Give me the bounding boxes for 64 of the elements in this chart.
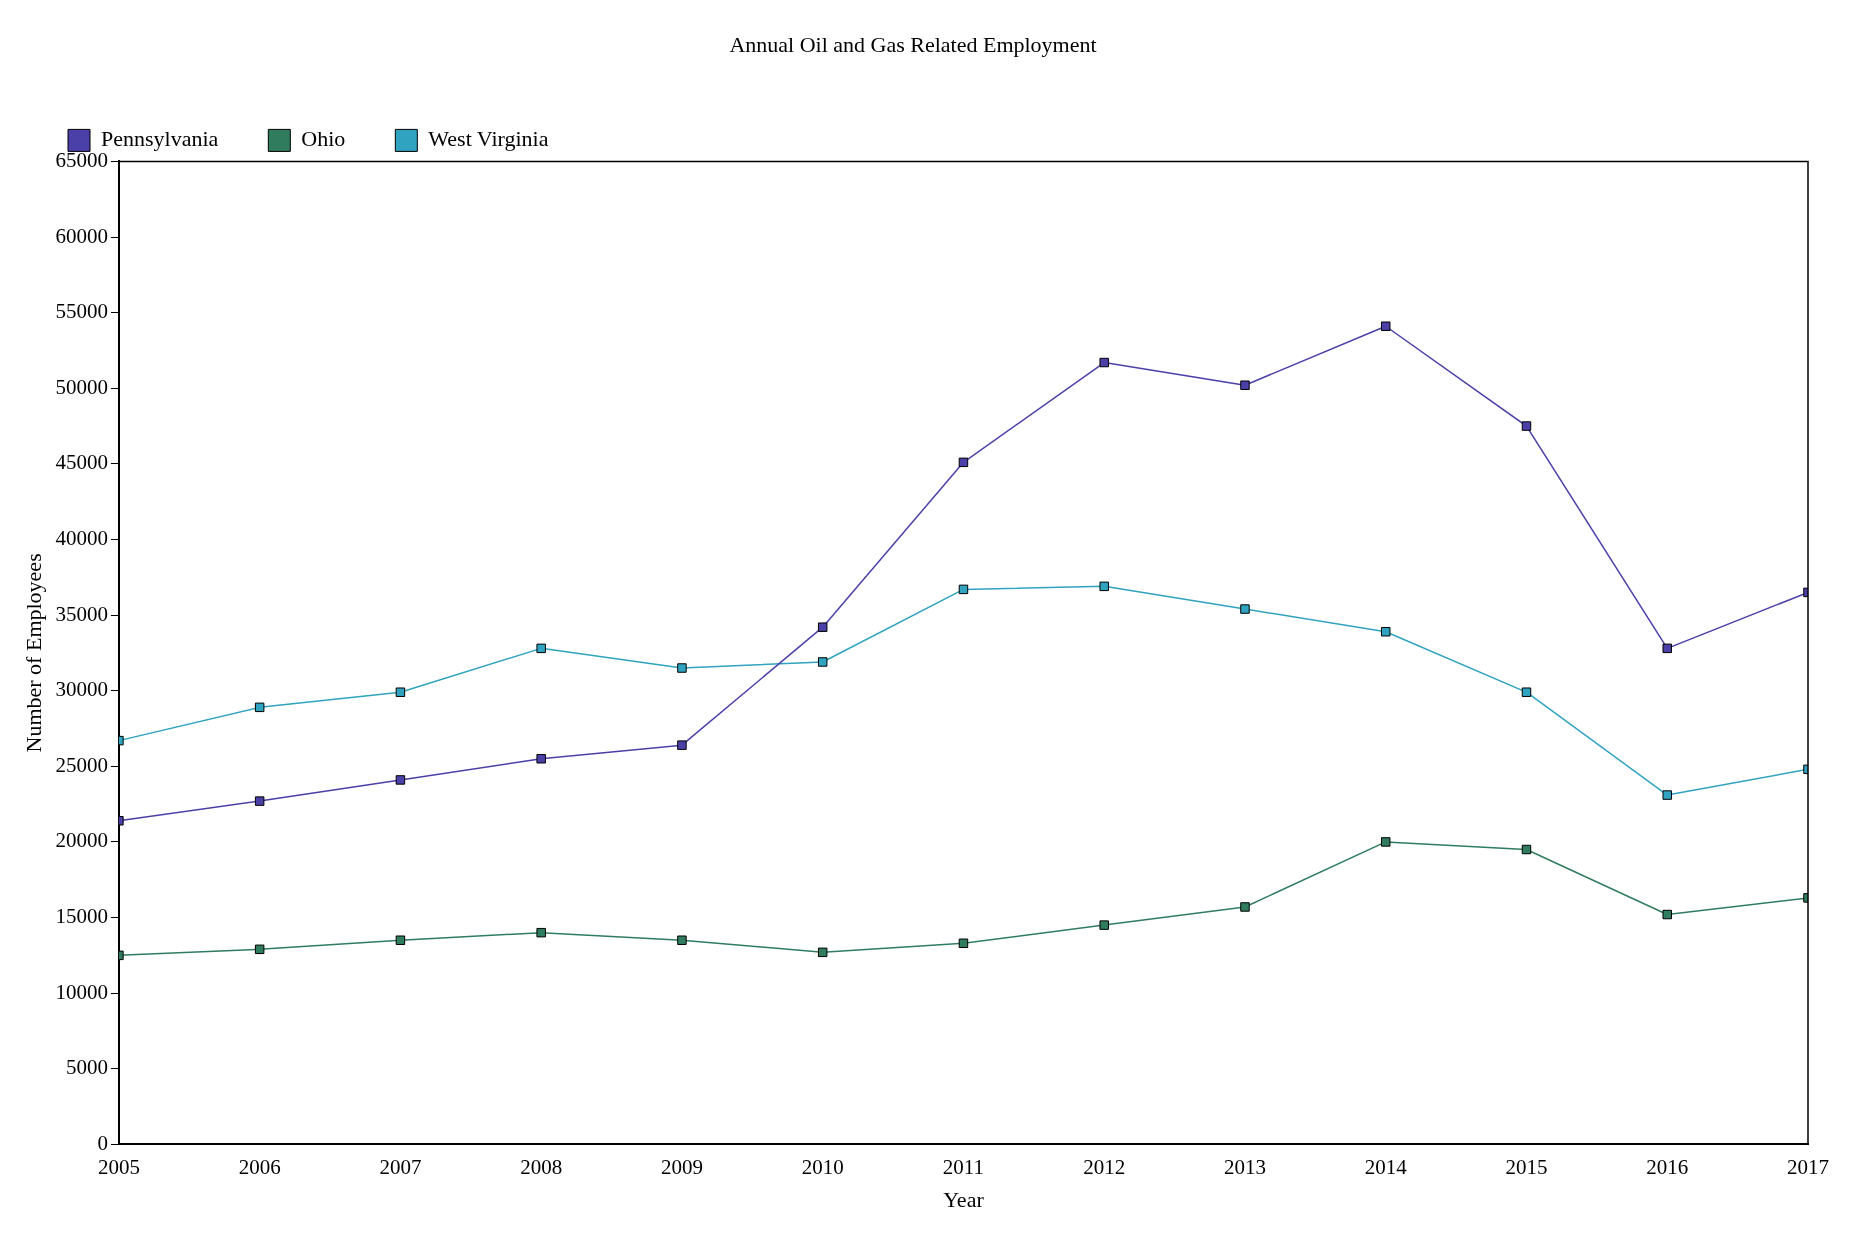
y-tick-label: 10000 bbox=[55, 979, 108, 1004]
chart-title: Annual Oil and Gas Related Employment bbox=[729, 31, 1097, 57]
y-tick-label: 25000 bbox=[55, 752, 108, 777]
point bbox=[536, 754, 546, 764]
y-tick-label: 55000 bbox=[55, 299, 108, 324]
y-tick-label: 45000 bbox=[55, 450, 108, 475]
x-tick-label: 2017 bbox=[1787, 1154, 1829, 1179]
x-tick-label: 2010 bbox=[801, 1154, 844, 1179]
x-tick-label: 2009 bbox=[660, 1154, 703, 1179]
point bbox=[1380, 626, 1391, 637]
y-tick-label: 35000 bbox=[55, 601, 108, 626]
point bbox=[395, 687, 406, 697]
y-tick-label: 20000 bbox=[55, 828, 108, 853]
point bbox=[677, 935, 687, 945]
x-tick-label: 2006 bbox=[238, 1154, 281, 1179]
y-tick-label: 30000 bbox=[55, 677, 108, 702]
x-tick-label: 2012 bbox=[1083, 1154, 1126, 1179]
point bbox=[1521, 844, 1532, 855]
y-axis-title: Number of Employees bbox=[20, 553, 46, 753]
point bbox=[1521, 687, 1532, 697]
point bbox=[1662, 790, 1672, 800]
x-tick-label: 2007 bbox=[379, 1154, 422, 1179]
x-tick-label: 2016 bbox=[1646, 1154, 1689, 1179]
point bbox=[677, 663, 687, 673]
x-tick-label: 2015 bbox=[1505, 1154, 1548, 1179]
point bbox=[1099, 357, 1109, 368]
point bbox=[1099, 581, 1109, 592]
y-tick-label: 0 bbox=[97, 1130, 108, 1155]
y-tick-label: 5000 bbox=[65, 1055, 108, 1080]
point bbox=[395, 775, 406, 785]
point bbox=[677, 740, 687, 750]
point bbox=[1240, 380, 1250, 390]
x-tick-label: 2014 bbox=[1364, 1154, 1408, 1179]
y-tick-label: 15000 bbox=[55, 904, 108, 929]
point bbox=[817, 622, 828, 632]
point bbox=[536, 927, 546, 938]
y-tick-label: 40000 bbox=[55, 525, 108, 550]
point bbox=[1240, 604, 1250, 614]
legend-label: Ohio bbox=[301, 126, 346, 152]
x-tick-label: 2005 bbox=[97, 1154, 140, 1179]
point bbox=[254, 796, 265, 806]
point bbox=[1521, 421, 1532, 431]
x-axis-title: Year bbox=[943, 1186, 985, 1212]
point bbox=[958, 584, 969, 595]
point bbox=[958, 457, 969, 468]
point bbox=[1662, 909, 1672, 920]
point bbox=[817, 947, 828, 958]
point bbox=[1099, 920, 1109, 930]
point bbox=[1380, 837, 1391, 847]
point bbox=[958, 938, 969, 949]
point bbox=[1380, 321, 1391, 331]
legend-label: West Virginia bbox=[428, 126, 549, 152]
y-tick-label: 60000 bbox=[55, 223, 108, 248]
x-tick-label: 2008 bbox=[520, 1154, 563, 1179]
point bbox=[1240, 902, 1250, 912]
point bbox=[1662, 643, 1672, 654]
point bbox=[395, 935, 406, 945]
point bbox=[254, 702, 265, 713]
x-tick-label: 2013 bbox=[1223, 1154, 1266, 1179]
point bbox=[254, 944, 265, 955]
point bbox=[817, 657, 828, 667]
y-tick-label: 50000 bbox=[55, 374, 108, 399]
x-tick-label: 2011 bbox=[942, 1154, 985, 1179]
point bbox=[536, 643, 546, 654]
